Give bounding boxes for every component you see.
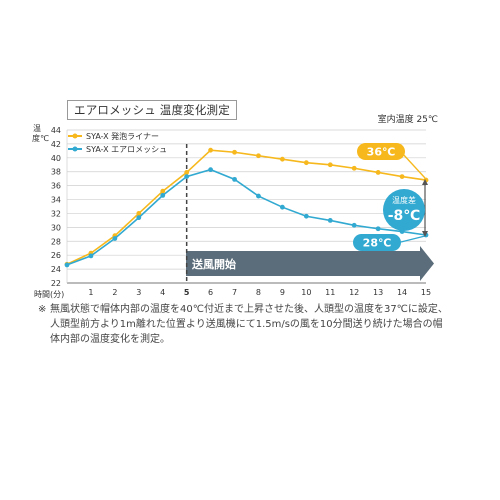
y-tick-label: 34	[51, 196, 61, 205]
x-tick-label: 7	[232, 288, 237, 297]
difference-title: 温度差	[392, 195, 416, 205]
data-point-liner	[327, 162, 333, 168]
airflow-arrow-body	[186, 251, 420, 276]
high-label-pointer	[401, 152, 426, 179]
y-tick-labels: 22 24 26 28 30 32 34 36 38 40 42 44	[51, 126, 61, 288]
data-point-mesh	[303, 213, 309, 219]
y-tick-label: 38	[51, 168, 61, 177]
data-point-liner	[256, 153, 261, 159]
data-point-mesh	[88, 253, 94, 259]
x-tick-labels: 1 2 3 4 5 6 7 8 9 10 11 12 13 14 15	[88, 288, 431, 297]
y-tick-label: 24	[51, 265, 61, 274]
series-line-liner	[66, 149, 427, 265]
y-tick-label: 42	[51, 140, 61, 149]
data-point-liner	[351, 165, 357, 171]
legend-marker-liner	[72, 133, 78, 139]
data-point-mesh	[256, 193, 261, 199]
difference-arrow-top	[422, 179, 428, 185]
y-tick-label: 36	[51, 182, 61, 191]
x-tick-label: 11	[325, 288, 335, 297]
x-tick-label: 2	[112, 288, 117, 297]
x-tick-label: 15	[421, 288, 431, 297]
data-point-liner	[303, 160, 309, 166]
note-text: 無風状態で帽体内部の温度を40℃付近まで上昇させた後、人頭型の温度を37℃に設定…	[50, 304, 448, 345]
y-tick-label: 28	[51, 237, 61, 246]
x-tick-label: 13	[373, 288, 383, 297]
data-point-liner	[280, 156, 285, 162]
data-point-liner	[232, 149, 237, 155]
chart-title: エアロメッシュ 温度変化測定	[67, 100, 237, 120]
room-temperature-label: 室内温度 25℃	[377, 115, 438, 125]
x-tick-label: 4	[160, 288, 165, 297]
high-temp-badge	[357, 143, 405, 160]
measurement-note: ※ 無風状態で帽体内部の温度を40℃付近まで上昇させた後、人頭型の温度を37℃に…	[38, 302, 450, 347]
difference-badge	[383, 189, 425, 231]
low-temp-badge	[353, 234, 401, 251]
data-point-mesh	[351, 222, 357, 228]
x-tick-label: 3	[136, 288, 141, 297]
data-point-mesh	[280, 204, 285, 210]
data-point-mesh	[112, 236, 118, 241]
y-tick-label: 44	[51, 126, 61, 135]
airflow-arrow-head	[420, 246, 434, 281]
legend: SYA-X 発泡ライナー SYA-X エアロメッシュ	[68, 131, 167, 154]
y-tick-label: 22	[51, 279, 61, 288]
x-tick-label: 9	[280, 288, 285, 297]
data-point-liner	[399, 174, 405, 179]
y-tick-label: 30	[51, 223, 61, 232]
y-tick-label: 26	[51, 251, 61, 260]
difference-value: -8℃	[388, 208, 421, 224]
x-tick-label: 5	[184, 288, 190, 297]
x-tick-label: 6	[208, 288, 213, 297]
data-point-liner	[184, 170, 190, 175]
legend-label-mesh: SYA-X エアロメッシュ	[86, 145, 167, 154]
data-point-mesh	[160, 192, 166, 198]
x-axis-label: 時間(分)	[34, 290, 64, 299]
data-point-liner	[160, 188, 166, 194]
high-temp-label: 36℃	[367, 146, 396, 159]
low-label-pointer	[400, 235, 426, 243]
data-point-liner	[136, 211, 142, 216]
note-mark: ※	[38, 304, 47, 315]
data-point-mesh	[136, 215, 142, 221]
x-tick-label: 1	[88, 288, 93, 297]
data-point-mesh	[184, 174, 190, 179]
series-line-mesh	[66, 168, 427, 266]
x-tick-label: 14	[397, 288, 407, 297]
legend-marker-mesh	[72, 146, 78, 152]
y-tick-label: 40	[51, 154, 61, 163]
data-point-mesh	[375, 226, 381, 232]
data-point-mesh	[232, 176, 237, 182]
y-axis-label: 温度℃	[32, 124, 49, 143]
legend-label-liner: SYA-X 発泡ライナー	[86, 131, 159, 141]
y-tick-label: 32	[51, 209, 61, 218]
data-point-mesh	[327, 218, 333, 223]
data-point-mesh	[208, 167, 214, 173]
data-point-mesh	[64, 262, 70, 268]
x-tick-label: 8	[256, 288, 261, 297]
x-tick-label: 10	[301, 288, 311, 297]
data-point-liner	[208, 147, 214, 153]
low-temp-label: 28℃	[363, 237, 392, 250]
x-tick-label: 12	[349, 288, 359, 297]
data-point-liner	[375, 170, 381, 175]
airflow-start-label: 送風開始	[191, 257, 236, 271]
difference-arrow-bottom	[422, 231, 428, 237]
